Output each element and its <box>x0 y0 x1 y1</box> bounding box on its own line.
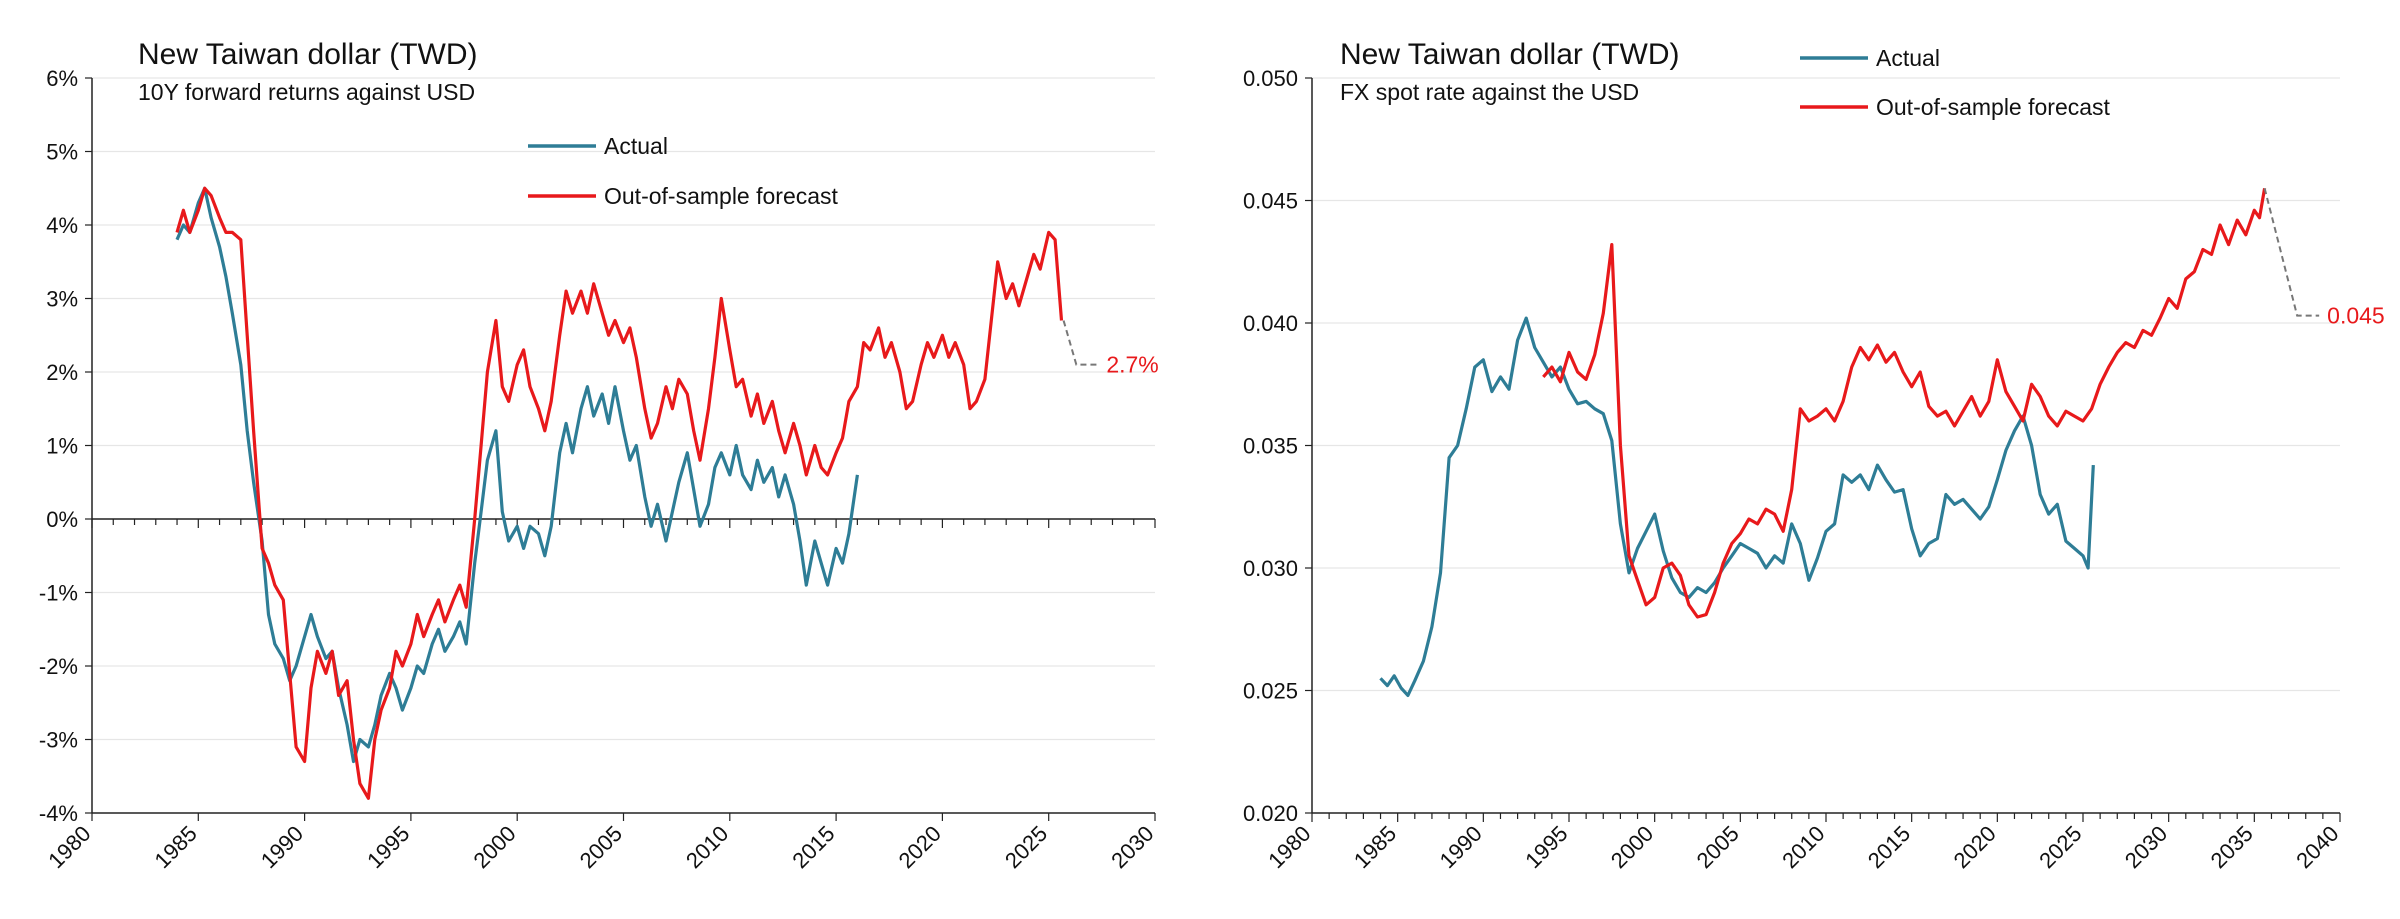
y-tick-label: 0.030 <box>1243 556 1298 581</box>
x-tick-label: 1990 <box>1435 821 1487 873</box>
y-tick-label: 6% <box>46 66 78 91</box>
y-tick-label: 1% <box>46 434 78 459</box>
x-tick-label: 2025 <box>1000 821 1052 873</box>
end-value-label: 0.045 <box>2327 303 2385 329</box>
end-value-label: 2.7% <box>1106 352 1158 378</box>
x-tick-label: 1980 <box>43 821 95 873</box>
y-tick-label: -1% <box>39 581 78 606</box>
y-tick-label: 0.025 <box>1243 679 1298 704</box>
chart-panel-left: New Taiwan dollar (TWD) 10Y forward retu… <box>0 0 1190 919</box>
x-tick-label: 2040 <box>2291 821 2343 873</box>
series-line-actual <box>175 186 859 764</box>
x-tick-label: 2030 <box>1106 821 1158 873</box>
chart-subtitle: FX spot rate against the USD <box>1340 79 1639 105</box>
series-line-actual <box>1379 316 2095 697</box>
y-tick-label: -4% <box>39 801 78 826</box>
x-tick-label: 1985 <box>150 821 202 873</box>
x-tick-label: 2015 <box>1863 821 1915 873</box>
y-tick-label: 3% <box>46 287 78 312</box>
y-tick-label: 4% <box>46 213 78 238</box>
y-tick-label: 2% <box>46 360 78 385</box>
x-tick-label: 2035 <box>2206 821 2258 873</box>
x-tick-label: 1985 <box>1349 821 1401 873</box>
x-tick-label: 2025 <box>2034 821 2086 873</box>
chart-svg-right: New Taiwan dollar (TWD) FX spot rate aga… <box>1243 38 2385 873</box>
end-label-connector <box>2263 188 2320 317</box>
y-tick-label: 0.050 <box>1243 66 1298 91</box>
x-tick-label: 1995 <box>362 821 414 873</box>
x-tick-label: 2020 <box>894 821 946 873</box>
chart-subtitle: 10Y forward returns against USD <box>138 79 475 105</box>
series-line-forecast <box>1542 188 2267 619</box>
x-tick-label: 2005 <box>575 821 627 873</box>
y-tick-label: -3% <box>39 728 78 753</box>
y-tick-label: 0.040 <box>1243 311 1298 336</box>
x-tick-label: 2010 <box>1777 821 1829 873</box>
x-tick-label: 2005 <box>1692 821 1744 873</box>
chart-title: New Taiwan dollar (TWD) <box>1340 38 1680 71</box>
gridlines <box>1312 77 2340 692</box>
legend-label-forecast: Out-of-sample forecast <box>1876 94 2111 120</box>
y-tick-label: 0.045 <box>1243 189 1298 214</box>
x-tick-label: 2000 <box>468 821 520 873</box>
x-tick-label: 1995 <box>1520 821 1572 873</box>
chart-svg-left: New Taiwan dollar (TWD) 10Y forward retu… <box>39 38 1159 873</box>
chart-title: New Taiwan dollar (TWD) <box>138 38 478 71</box>
legend: Actual Out-of-sample forecast <box>1800 45 2111 120</box>
legend-label-actual: Actual <box>604 133 668 159</box>
y-tick-label: 0.020 <box>1243 801 1298 826</box>
x-tick-label: 2000 <box>1606 821 1658 873</box>
x-tick-label: 2030 <box>2120 821 2172 873</box>
x-tick-label: 2010 <box>681 821 733 873</box>
legend-label-actual: Actual <box>1876 45 1940 71</box>
end-label-connector <box>1062 320 1099 366</box>
x-tick-label: 1980 <box>1263 821 1315 873</box>
legend: Actual Out-of-sample forecast <box>528 133 839 209</box>
series-line-forecast <box>175 186 1064 800</box>
x-tick-label: 2015 <box>787 821 839 873</box>
y-tick-label: 0% <box>46 507 78 532</box>
x-tick-label: 1990 <box>256 821 308 873</box>
y-tick-label: -2% <box>39 654 78 679</box>
legend-label-forecast: Out-of-sample forecast <box>604 183 839 209</box>
y-tick-label: 0.035 <box>1243 434 1298 459</box>
x-tick-label: 2020 <box>1949 821 2001 873</box>
chart-panel-right: New Taiwan dollar (TWD) FX spot rate aga… <box>1200 0 2400 919</box>
y-tick-label: 5% <box>46 140 78 165</box>
